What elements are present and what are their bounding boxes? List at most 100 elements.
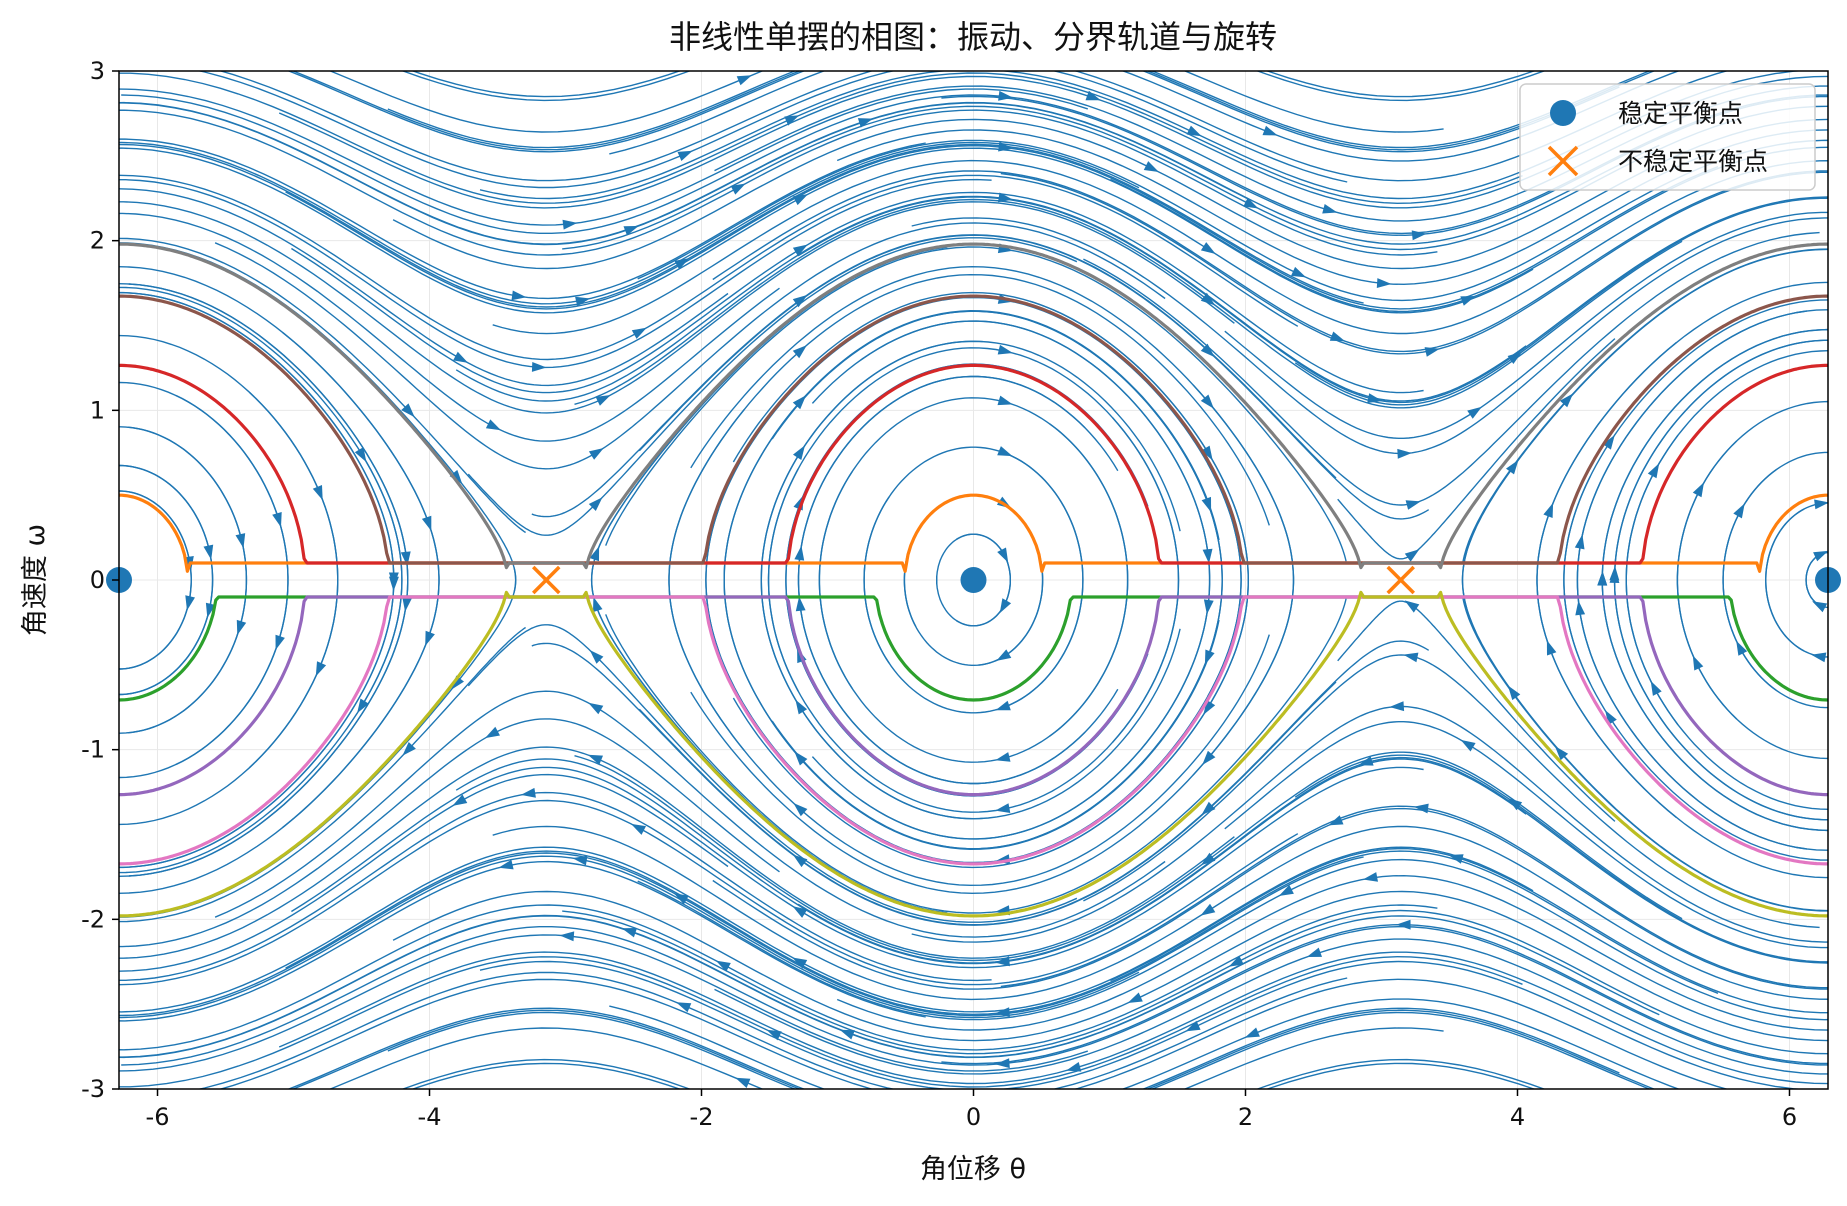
stream-arrow	[1507, 685, 1521, 701]
stream-arrow	[1733, 503, 1745, 519]
stream-arrow	[451, 675, 464, 690]
streamline	[941, 923, 1828, 1065]
stream-arrow	[631, 327, 647, 339]
stream-arrow	[589, 650, 604, 664]
stream-arrow	[1404, 600, 1420, 613]
streamline	[411, 1062, 1536, 1089]
stream-arrow	[1597, 570, 1608, 586]
stream-arrow	[857, 118, 874, 128]
streamline	[609, 71, 1681, 162]
stable-equilibrium-point	[960, 567, 987, 593]
streamline	[411, 71, 1536, 98]
stream-arrow	[1200, 343, 1215, 358]
stream-arrow	[272, 512, 282, 528]
x-tick-label: 0	[966, 1103, 981, 1131]
stream-arrow	[1812, 601, 1828, 613]
stream-arrow	[1376, 278, 1392, 288]
stream-arrow	[1228, 955, 1244, 967]
stream-arrow	[795, 596, 806, 612]
streamline	[400, 71, 1546, 102]
stream-arrow	[1203, 599, 1214, 615]
trajectories	[119, 242, 1828, 918]
stream-arrow	[998, 141, 1013, 152]
x-tick-label: -4	[418, 1103, 442, 1131]
stream-arrow	[559, 931, 575, 942]
stream-arrow	[400, 551, 411, 567]
streamline	[714, 938, 1828, 1075]
stream-arrow	[1559, 393, 1574, 408]
stream-arrow	[562, 219, 578, 230]
x-axis-label: 角位移 θ	[920, 1154, 1026, 1185]
stream-arrow	[784, 115, 800, 126]
legend-stable-marker	[1550, 100, 1576, 126]
stream-arrow	[715, 960, 731, 972]
stream-arrow	[1243, 197, 1259, 209]
stream-arrow	[839, 1029, 855, 1040]
y-tick-label: 3	[90, 57, 105, 85]
streamline	[218, 978, 1729, 1089]
stream-arrow	[997, 446, 1013, 457]
stream-arrow	[730, 183, 746, 195]
streamline	[637, 139, 1828, 302]
stream-arrow	[498, 859, 514, 870]
stream-arrow	[1143, 161, 1159, 172]
stream-arrow	[995, 752, 1011, 762]
stream-arrow	[485, 419, 501, 431]
stream-arrow	[999, 598, 1012, 614]
streamline	[119, 915, 1660, 1059]
stream-arrow	[421, 515, 432, 531]
stream-arrow	[1814, 499, 1828, 510]
stream-arrow	[1291, 266, 1307, 278]
legend-box	[1519, 83, 1816, 191]
stream-arrow	[623, 225, 639, 236]
stream-arrow	[315, 661, 327, 677]
streamline	[387, 1011, 1652, 1089]
y-tick-label: -3	[81, 1075, 105, 1103]
x-tick-label: 2	[1238, 1103, 1253, 1131]
streamline	[119, 72, 1523, 205]
stream-arrow	[1602, 434, 1615, 450]
stream-arrow	[995, 1007, 1010, 1018]
legend-unstable-label: 不稳定平衡点	[1618, 147, 1768, 176]
stream-arrow	[1405, 500, 1421, 510]
stream-arrow	[572, 855, 588, 866]
stream-arrow	[588, 497, 603, 511]
stream-arrow	[1278, 884, 1294, 896]
stream-arrow	[1543, 502, 1554, 518]
legend-stable-label: 稳定平衡点	[1618, 99, 1743, 128]
stream-arrow	[275, 634, 285, 650]
stream-arrow	[1460, 739, 1476, 752]
stream-arrow	[401, 403, 415, 418]
stream-arrow	[677, 150, 693, 161]
stream-arrow	[1397, 448, 1412, 459]
stream-arrow	[312, 485, 323, 501]
streamline	[119, 955, 1523, 1088]
y-tick-label: 2	[90, 227, 105, 255]
stream-arrow	[1201, 801, 1216, 816]
stream-arrow	[1262, 125, 1278, 136]
streamline	[287, 71, 1620, 153]
stream-arrow	[995, 1058, 1010, 1069]
streamline	[218, 71, 1729, 182]
stream-arrow	[589, 546, 600, 562]
stream-arrow	[735, 1077, 751, 1088]
stream-arrow	[1546, 640, 1557, 656]
stream-arrow	[203, 544, 214, 560]
stream-arrow	[1507, 351, 1523, 364]
stream-arrow	[793, 803, 808, 817]
stream-arrow	[1362, 872, 1378, 882]
stream-arrow	[389, 576, 399, 592]
stream-arrow	[1403, 652, 1419, 663]
stream-arrow	[673, 893, 689, 905]
stream-arrow	[520, 787, 536, 798]
stream-arrow	[1201, 445, 1213, 461]
stream-arrow	[354, 447, 367, 463]
streamline	[392, 890, 1828, 1042]
stream-arrow	[1467, 406, 1482, 419]
stream-arrow	[1186, 125, 1202, 137]
stream-arrow	[1066, 1062, 1082, 1072]
stream-arrow	[1244, 1027, 1260, 1038]
stream-arrow	[766, 1029, 782, 1041]
stream-arrow	[1692, 482, 1704, 498]
